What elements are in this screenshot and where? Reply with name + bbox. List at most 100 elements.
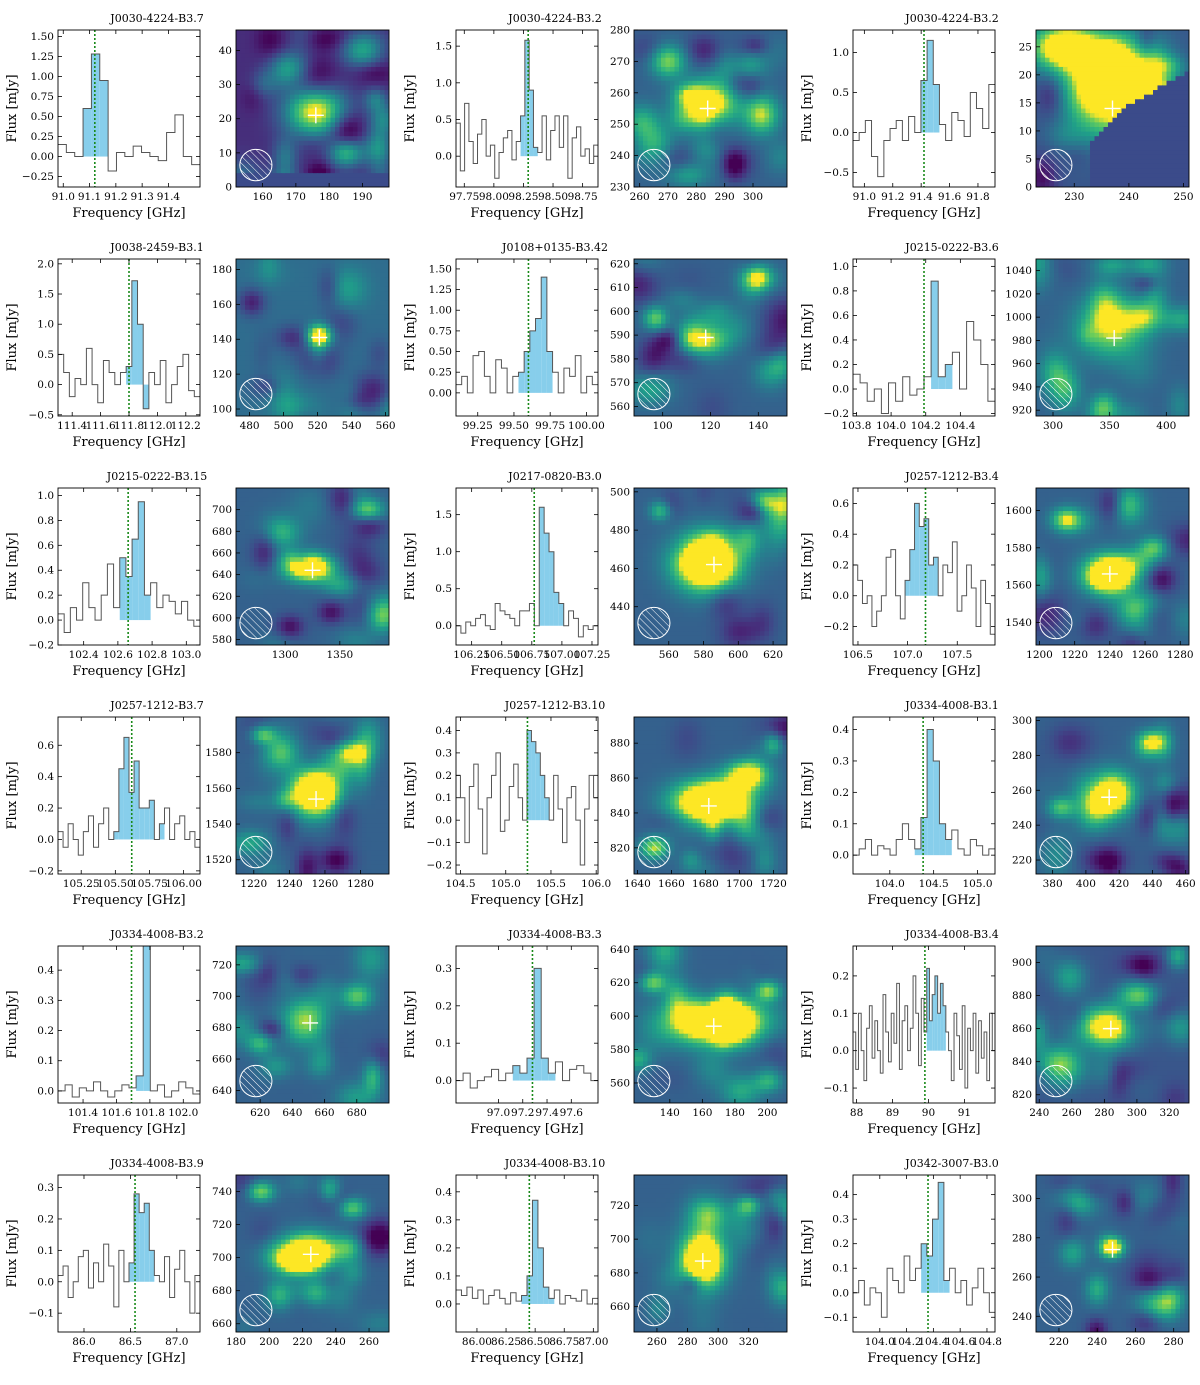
map-pixel: [362, 277, 368, 283]
map-pixel: [353, 286, 359, 292]
map-pixel: [652, 99, 658, 105]
map-pixel: [1049, 131, 1055, 137]
map-pixel: [303, 319, 309, 325]
map-pixel: [1081, 66, 1087, 73]
map-pixel: [769, 103, 775, 110]
map-pixel: [312, 173, 318, 179]
map-pixel: [674, 150, 680, 156]
map-pixel: [1180, 53, 1186, 59]
map-pixel: [1117, 71, 1123, 77]
map-pixel: [236, 295, 242, 302]
map-pixel: [1067, 113, 1073, 119]
map-pixel: [366, 145, 372, 151]
map-pixel: [1112, 126, 1118, 133]
map-pixel: [348, 383, 354, 389]
map-pixel: [366, 30, 372, 36]
map-pixel: [661, 57, 667, 63]
map-pixel: [236, 351, 242, 357]
map-pixel: [281, 126, 287, 133]
map-pixel: [764, 136, 770, 142]
map-pixel: [782, 163, 787, 170]
map-pixel: [362, 406, 368, 412]
map-pixel: [276, 328, 282, 334]
map-pixel: [384, 34, 389, 40]
map-pixel: [1103, 154, 1109, 160]
map-pixel: [670, 48, 676, 54]
map-pixel: [339, 374, 345, 380]
map-pixel: [760, 43, 766, 50]
map-x-tick-label: 500: [274, 420, 294, 432]
map-x-tick-label: 280: [686, 191, 706, 203]
map-pixel: [339, 379, 345, 385]
map-pixel: [254, 295, 260, 302]
map-pixel: [330, 34, 336, 40]
map-pixel: [384, 277, 389, 283]
map-pixel: [679, 53, 685, 59]
map-pixel: [742, 159, 748, 165]
map-pixel: [236, 182, 242, 187]
map-pixel: [258, 411, 264, 416]
map-pixel: [339, 117, 345, 123]
map-y-tick-label: 10: [219, 147, 232, 159]
map-pixel: [308, 136, 314, 142]
map-pixel: [1045, 71, 1051, 77]
map-pixel: [1175, 140, 1181, 147]
map-pixel: [1063, 85, 1069, 91]
map-pixel: [1126, 122, 1132, 128]
map-pixel: [742, 108, 748, 114]
map-pixel: [375, 168, 381, 174]
map-pixel: [1108, 150, 1114, 156]
map-pixel: [326, 286, 332, 292]
map-pixel: [1121, 53, 1127, 59]
map-pixel: [1144, 71, 1150, 77]
map-pixel: [1135, 80, 1141, 87]
map-pixel: [1126, 48, 1132, 54]
map-pixel: [290, 263, 296, 269]
map-pixel: [299, 103, 305, 110]
map-pixel: [733, 154, 739, 160]
map-pixel: [294, 263, 300, 269]
map-pixel: [728, 131, 734, 137]
map-pixel: [245, 411, 251, 416]
map-pixel: [719, 117, 725, 123]
map-pixel: [335, 43, 341, 50]
map-pixel: [308, 291, 314, 297]
map-pixel: [384, 140, 389, 147]
map-pixel: [638, 80, 644, 87]
map-pixel: [733, 177, 739, 183]
map-pixel: [285, 332, 291, 339]
map-pixel: [321, 295, 327, 302]
map-pixel: [782, 108, 787, 114]
map-pixel: [638, 48, 644, 54]
map-pixel: [348, 332, 354, 339]
map-pixel: [1058, 140, 1064, 147]
map-pixel: [384, 99, 389, 105]
map-frame: [235, 258, 390, 417]
map-pixel: [1067, 173, 1073, 179]
map-pixel: [710, 90, 716, 96]
map-pixel: [760, 182, 766, 187]
map-pixel: [366, 286, 372, 292]
map-pixel: [321, 388, 327, 394]
x-axis-title: Frequency [GHz]: [867, 206, 980, 221]
map-pixel: [258, 66, 264, 73]
spectrum-frame: [455, 29, 599, 188]
map-pixel: [321, 383, 327, 389]
map-pixel: [1126, 39, 1132, 45]
map-pixel: [1067, 71, 1073, 77]
map-pixel: [267, 43, 273, 50]
map-pixel: [1162, 163, 1168, 170]
map-pixel: [290, 173, 296, 179]
map-pixel: [656, 136, 662, 142]
map-pixel: [236, 117, 242, 123]
map-pixel: [371, 259, 377, 265]
map-x-tick-label: 180: [319, 191, 339, 203]
map-pixel: [339, 397, 345, 403]
map-pixel: [724, 150, 730, 156]
map-pixel: [733, 140, 739, 147]
map-pixel: [728, 48, 734, 54]
map-pixel: [1099, 94, 1105, 100]
map-pixel: [733, 145, 739, 151]
map-pixel: [258, 300, 264, 306]
map-pixel: [1076, 85, 1082, 91]
